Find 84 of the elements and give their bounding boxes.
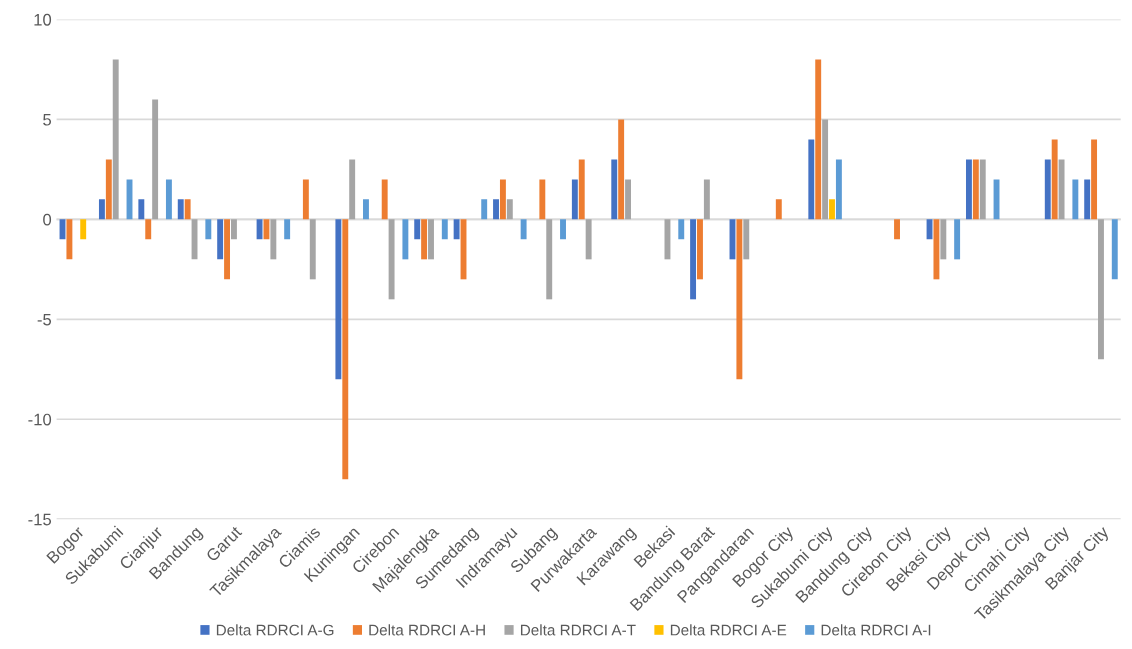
bar <box>363 199 369 220</box>
bar <box>578 159 585 220</box>
bar <box>342 219 349 480</box>
bar <box>894 219 900 240</box>
bar <box>822 119 829 220</box>
y-tick-label: -5 <box>37 313 52 326</box>
legend-label: Delta RDRCI A-H <box>369 624 485 636</box>
y-tick-label: 5 <box>43 113 52 126</box>
bar <box>972 159 979 220</box>
bar <box>571 179 578 220</box>
bar <box>105 159 112 220</box>
bar <box>618 119 625 220</box>
bar <box>979 159 986 220</box>
bar <box>112 59 119 220</box>
bar <box>177 199 184 220</box>
bar <box>256 219 263 240</box>
bar <box>678 219 685 240</box>
bar <box>499 179 506 220</box>
bar <box>1111 219 1118 280</box>
bar <box>414 219 421 240</box>
y-tick-label: 10 <box>34 13 52 26</box>
bar <box>453 219 460 240</box>
legend-label: Delta RDRCI A-G <box>216 624 334 636</box>
y-tick-label: -15 <box>28 513 52 526</box>
bar <box>1058 159 1065 220</box>
y-tick-label: -10 <box>28 413 52 426</box>
bar <box>138 199 145 220</box>
bar <box>205 219 212 240</box>
bar <box>808 139 815 220</box>
bar <box>349 159 356 220</box>
bar <box>625 179 632 220</box>
bar <box>66 219 73 260</box>
bar <box>736 219 743 380</box>
bar <box>1098 219 1104 360</box>
bar <box>1044 159 1051 220</box>
y-tick-label: 0 <box>43 213 52 226</box>
bar <box>560 219 566 240</box>
bar <box>775 199 782 220</box>
bar <box>270 219 277 260</box>
legend-label: Delta RDRCI A-I <box>821 624 931 636</box>
bar <box>165 179 172 220</box>
bar <box>940 219 947 260</box>
bar <box>302 179 309 220</box>
bar <box>98 199 105 220</box>
legend-label: Delta RDRCI A-T <box>520 624 636 636</box>
bar <box>835 159 842 220</box>
bar <box>965 159 972 220</box>
bar <box>481 199 488 220</box>
bar <box>388 219 395 300</box>
bar <box>493 199 499 220</box>
legend-label: Delta RDRCI A-E <box>670 624 787 636</box>
bar <box>546 219 553 300</box>
bar <box>184 199 191 220</box>
bar <box>743 219 750 260</box>
bar <box>217 219 224 260</box>
bar <box>697 219 703 280</box>
bar <box>933 219 940 280</box>
bar <box>441 219 448 240</box>
bar <box>402 219 409 260</box>
bar <box>80 219 87 240</box>
bar <box>224 219 231 280</box>
bar <box>829 199 835 220</box>
bar <box>585 219 592 260</box>
bar <box>690 219 697 300</box>
bar <box>381 179 388 220</box>
bar <box>539 179 546 220</box>
bar <box>611 159 618 220</box>
bar <box>284 219 291 240</box>
bar <box>954 219 961 260</box>
bar <box>152 99 159 220</box>
bar <box>230 219 237 240</box>
bar <box>428 219 434 260</box>
bar <box>421 219 428 260</box>
bar <box>703 179 710 220</box>
bar <box>1072 179 1079 220</box>
bar <box>1051 139 1058 220</box>
bar <box>815 59 822 220</box>
bar <box>145 219 152 240</box>
bar <box>309 219 316 280</box>
bar <box>335 219 342 380</box>
bar <box>1084 179 1091 220</box>
bar <box>520 219 527 240</box>
bar <box>506 199 513 220</box>
bar <box>1091 139 1098 220</box>
